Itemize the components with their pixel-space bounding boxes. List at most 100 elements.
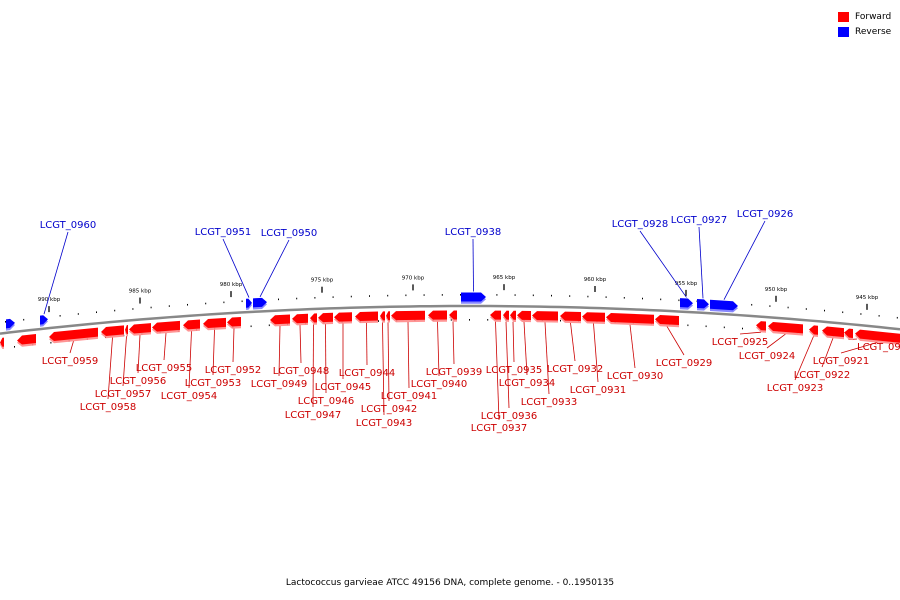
gene-lcgt-0922-arrow: [822, 326, 844, 338]
minor-tick-dot: [824, 309, 825, 312]
leader-line: [452, 321, 455, 365]
minor-tick-dot: [350, 295, 352, 298]
gene-lcgt-0936-arrow: [503, 310, 509, 320]
minor-tick-dot: [114, 309, 116, 312]
minor-tick-dot: [369, 295, 370, 297]
leader-line: [544, 322, 550, 395]
leader-line: [325, 324, 327, 394]
gene-lcgt-0951-arrow: [246, 298, 252, 308]
gene-label: LCGT_0932: [547, 364, 604, 375]
gene-label: LCGT_0945: [315, 382, 372, 393]
leader-line: [512, 321, 515, 363]
scale-label: 980 kbp: [220, 282, 243, 288]
minor-tick-dot: [787, 306, 789, 309]
gene-lcgt-0942-arrow: [386, 311, 390, 321]
minor-tick-dot: [441, 294, 443, 296]
minor-tick-dot: [268, 324, 270, 327]
minor-tick-dot: [50, 341, 52, 344]
scale-label: 945 kbp: [856, 295, 879, 301]
leader-line: [312, 324, 314, 408]
minor-tick-dot: [751, 303, 753, 306]
legend-forward-label: Forward: [855, 11, 892, 22]
scale-label: 970 kbp: [402, 275, 425, 281]
leader-line: [495, 321, 500, 421]
gene-label: LCGT_0941: [381, 391, 438, 402]
gene-lcgt-0948-arrow: [292, 313, 308, 324]
gene-label: LCGT_0958: [80, 402, 137, 413]
minor-tick-dot: [687, 324, 689, 327]
gene-lcgt-0935-arrow: [510, 310, 516, 320]
minor-tick-dot: [5, 321, 6, 323]
gene-lcgt-0947-arrow: [310, 313, 317, 323]
leader-line: [723, 220, 766, 300]
legend-forward: Forward: [838, 9, 891, 24]
leader-line: [593, 323, 599, 383]
minor-tick-dot: [96, 311, 97, 314]
minor-tick-dot: [314, 296, 316, 299]
gene-lcgt-0944-arrow: [355, 311, 378, 321]
scale-label: 965 kbp: [493, 275, 516, 281]
minor-tick-dot: [150, 306, 152, 309]
minor-tick-dot: [587, 295, 589, 298]
gene-label: LCGT_0952: [205, 365, 262, 376]
leader-line: [69, 340, 74, 354]
minor-tick-dot: [241, 300, 243, 303]
minor-tick-dot: [250, 325, 252, 328]
gene-lcgt-0960-arrow: [40, 315, 48, 325]
minor-tick-dot: [487, 319, 489, 321]
gene-lcgt-0920-arrow: [844, 328, 853, 338]
leader-line: [188, 331, 192, 389]
minor-tick-dot: [842, 311, 844, 314]
leader-line: [259, 239, 290, 298]
gene-lcgt-0955-arrow: [152, 320, 180, 332]
scale-label: 955 kbp: [675, 281, 698, 287]
gene-lcgt-0958-arrow: [101, 325, 124, 336]
gene-label: LCGT_0931: [570, 385, 627, 396]
minor-tick-dot: [378, 320, 379, 322]
leader-line: [366, 322, 368, 366]
minor-tick-dot: [168, 305, 170, 307]
minor-tick-dot: [678, 299, 680, 302]
leader-line: [821, 337, 834, 368]
scale-label: 975 kbp: [311, 278, 334, 284]
minor-tick-dot: [569, 295, 571, 297]
legend-reverse-label: Reverse: [855, 26, 892, 37]
gene-lcgt-0939-arrow: [449, 310, 457, 320]
minor-tick-dot: [296, 297, 298, 300]
gene-lcgt-0953-arrow: [203, 317, 226, 329]
minor-tick-dot: [278, 298, 279, 301]
leader-line: [840, 342, 878, 354]
minor-tick-dot: [514, 294, 516, 296]
gene-lcgt-0945-arrow: [334, 312, 352, 322]
gene-lcgt-0956-arrow: [129, 323, 151, 334]
minor-tick-dot: [23, 318, 25, 321]
minor-tick-dot: [469, 319, 470, 321]
minor-tick-dot: [860, 313, 862, 315]
gene-lcgt-0954-arrow: [183, 319, 200, 330]
gene-label: LCGT_0947: [285, 410, 342, 421]
gene-label: LCGT_0927: [671, 215, 728, 226]
genome-caption: Lactococcus garvieae ATCC 49156 DNA, com…: [285, 578, 615, 588]
minor-tick-dot: [660, 298, 662, 301]
leader-line: [523, 321, 528, 376]
reverse-swatch: [838, 26, 849, 37]
minor-tick-dot: [805, 308, 807, 310]
minor-tick-dot: [560, 319, 561, 322]
minor-tick-dot: [405, 294, 407, 297]
gene-label: LCGT_0939: [426, 367, 483, 378]
gene-lcgt-0946-arrow: [318, 312, 333, 323]
gene-lcgt-0952-arrow: [227, 316, 241, 327]
gene-lcgt-0959-arrow: [49, 327, 98, 342]
minor-tick-dot: [59, 315, 61, 317]
leader-line: [739, 331, 762, 335]
leader-line: [122, 336, 127, 387]
gene-label: LCGT_0920: [857, 342, 900, 353]
leader-line: [107, 337, 113, 400]
leader-line: [666, 326, 685, 356]
minor-tick-dot: [605, 296, 607, 298]
minor-tick-dot: [496, 294, 498, 296]
gene-lcgt-0940-arrow: [428, 310, 447, 320]
gene-lcgt-0943-arrow: [380, 311, 385, 321]
scale-label: 950 kbp: [765, 287, 788, 293]
gene-lcgt-0925-arrow: [756, 321, 766, 331]
